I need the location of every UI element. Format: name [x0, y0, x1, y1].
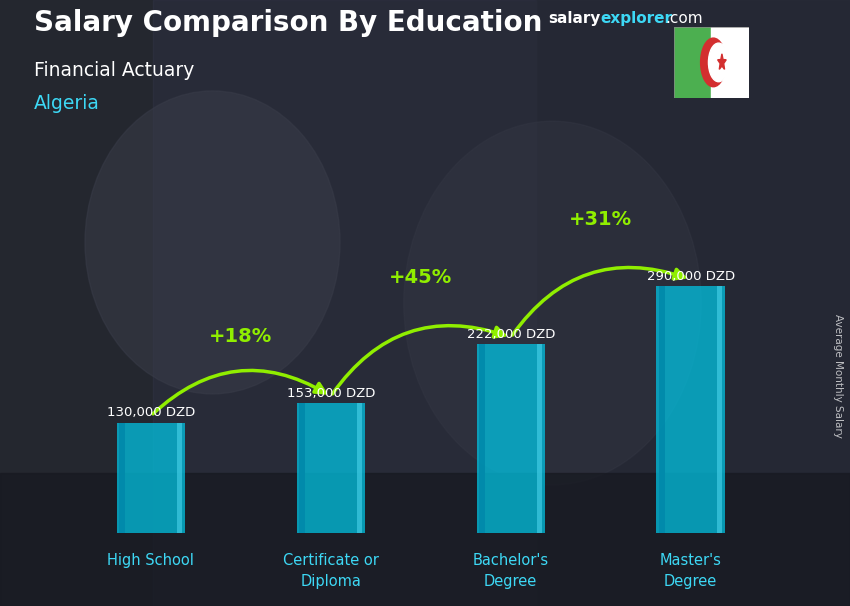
Text: 222,000 DZD: 222,000 DZD	[467, 328, 555, 341]
Text: Average Monthly Salary: Average Monthly Salary	[833, 314, 843, 438]
Bar	[656, 286, 725, 533]
Bar	[479, 344, 484, 533]
Polygon shape	[717, 54, 726, 69]
Bar	[357, 403, 362, 533]
Ellipse shape	[404, 121, 701, 485]
Text: 130,000 DZD: 130,000 DZD	[107, 406, 195, 419]
Bar	[717, 286, 722, 533]
Bar	[477, 344, 545, 533]
Text: Financial Actuary: Financial Actuary	[34, 61, 195, 79]
Text: +18%: +18%	[209, 327, 273, 346]
Ellipse shape	[85, 91, 340, 394]
Bar	[299, 403, 305, 533]
Bar	[116, 422, 185, 533]
Text: salary: salary	[548, 11, 601, 26]
Bar	[536, 344, 542, 533]
Bar	[536, 0, 850, 606]
Text: +31%: +31%	[569, 210, 632, 229]
Bar	[659, 286, 665, 533]
Circle shape	[708, 43, 728, 82]
Text: explorer: explorer	[600, 11, 672, 26]
Bar	[153, 0, 536, 606]
Text: Salary Comparison By Education: Salary Comparison By Education	[34, 9, 542, 37]
Bar	[297, 403, 365, 533]
Circle shape	[700, 38, 726, 87]
Text: 290,000 DZD: 290,000 DZD	[647, 270, 734, 283]
Text: .com: .com	[666, 11, 703, 26]
Text: Algeria: Algeria	[34, 94, 100, 113]
Text: +45%: +45%	[389, 268, 452, 287]
Bar	[177, 422, 183, 533]
Bar	[0, 0, 153, 606]
Bar	[711, 27, 749, 98]
Bar	[674, 27, 711, 98]
Bar	[120, 422, 125, 533]
Text: 153,000 DZD: 153,000 DZD	[286, 387, 375, 399]
Bar	[0, 473, 850, 606]
